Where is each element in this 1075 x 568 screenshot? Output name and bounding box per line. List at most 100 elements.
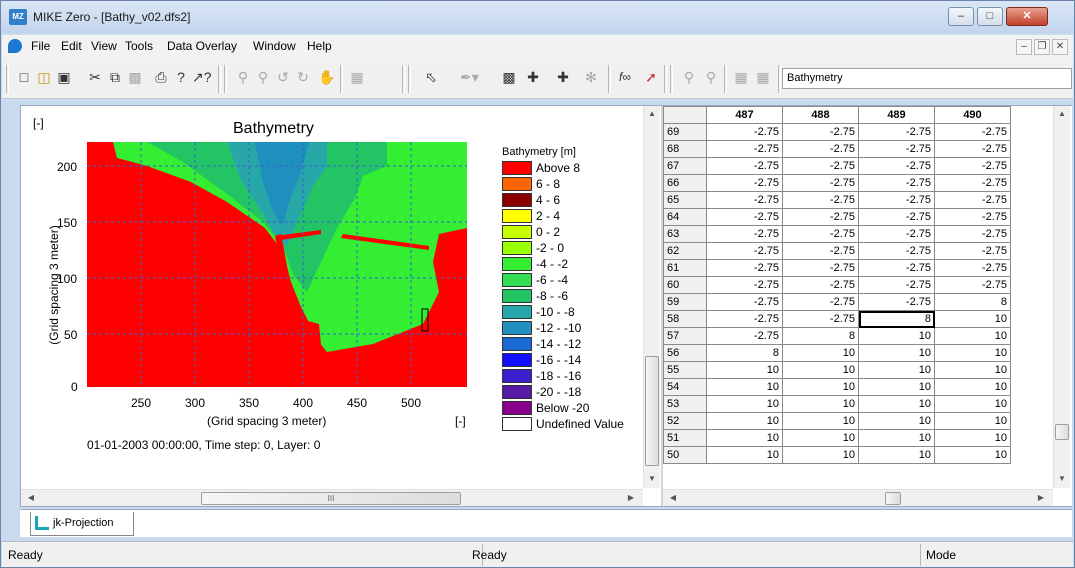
table-cell[interactable]: -2.75 xyxy=(934,140,1011,158)
scroll-thumb[interactable] xyxy=(645,356,659,466)
row-header[interactable]: 58 xyxy=(663,310,707,328)
table-cell[interactable]: 10 xyxy=(782,395,859,413)
table-cell[interactable]: -2.75 xyxy=(706,310,783,328)
minimize-button[interactable]: – xyxy=(948,7,974,26)
table-cell[interactable]: -2.75 xyxy=(706,157,783,175)
table-cell[interactable]: 10 xyxy=(782,344,859,362)
table-cell[interactable]: -2.75 xyxy=(934,157,1011,175)
table-cell[interactable]: -2.75 xyxy=(706,327,783,345)
table-cell[interactable]: -2.75 xyxy=(858,123,935,141)
table-cell[interactable]: -2.75 xyxy=(706,123,783,141)
table-cell[interactable]: 10 xyxy=(706,429,783,447)
cut-icon[interactable]: ✂ xyxy=(89,69,101,85)
toolbar-grip[interactable] xyxy=(408,65,411,93)
table-cell[interactable]: 10 xyxy=(706,412,783,430)
table-cell[interactable]: 10 xyxy=(858,412,935,430)
overlay-edit-icon[interactable]: ▦ xyxy=(756,69,770,85)
selection-marker[interactable] xyxy=(421,308,429,332)
table-cell[interactable]: 10 xyxy=(934,429,1011,447)
table-cell[interactable]: -2.75 xyxy=(782,225,859,243)
column-header[interactable]: 488 xyxy=(782,106,859,124)
row-header[interactable]: 65 xyxy=(663,191,707,209)
table-cell[interactable]: 10 xyxy=(934,395,1011,413)
row-header[interactable]: 55 xyxy=(663,361,707,379)
tab-jk-projection[interactable]: jk-Projection xyxy=(30,512,134,536)
row-header[interactable]: 54 xyxy=(663,378,707,396)
table-cell[interactable]: -2.75 xyxy=(858,225,935,243)
scroll-up-arrow-icon[interactable]: ▲ xyxy=(1058,109,1066,118)
menu-window[interactable]: Window xyxy=(253,39,296,53)
row-header[interactable]: 64 xyxy=(663,208,707,226)
table-cell[interactable]: -2.75 xyxy=(858,293,935,311)
remove-point-icon[interactable]: ✚ xyxy=(557,69,569,85)
table-cell[interactable]: -2.75 xyxy=(706,225,783,243)
column-header[interactable]: 490 xyxy=(934,106,1011,124)
row-header[interactable]: 52 xyxy=(663,412,707,430)
row-header[interactable]: 51 xyxy=(663,429,707,447)
import-icon[interactable]: ⚲ xyxy=(683,69,695,85)
table-cell[interactable]: -2.75 xyxy=(706,242,783,260)
row-header[interactable]: 66 xyxy=(663,174,707,192)
table-cell[interactable]: 10 xyxy=(706,378,783,396)
table-cell[interactable]: 10 xyxy=(934,446,1011,464)
table-cell[interactable]: -2.75 xyxy=(858,208,935,226)
pointer-icon[interactable]: ⬁ xyxy=(425,69,437,85)
row-header[interactable]: 50 xyxy=(663,446,707,464)
toolbar-grip[interactable] xyxy=(670,65,673,93)
table-cell[interactable]: 8 xyxy=(858,310,935,328)
table-cell[interactable]: -2.75 xyxy=(858,191,935,209)
table-cell[interactable]: 10 xyxy=(934,361,1011,379)
table-cell[interactable]: -2.75 xyxy=(858,174,935,192)
table-cell[interactable]: -2.75 xyxy=(782,310,859,328)
table-cell[interactable]: -2.75 xyxy=(934,123,1011,141)
close-button[interactable]: ✕ xyxy=(1006,7,1048,26)
table-cell[interactable]: -2.75 xyxy=(858,242,935,260)
row-header[interactable]: 53 xyxy=(663,395,707,413)
column-header[interactable]: 487 xyxy=(706,106,783,124)
table-cell[interactable]: -2.75 xyxy=(706,293,783,311)
toolbar-grip[interactable] xyxy=(6,65,9,93)
scroll-right-arrow-icon[interactable]: ▶ xyxy=(1037,493,1045,502)
item-select[interactable]: Bathymetry xyxy=(782,68,1072,89)
table-cell[interactable]: 10 xyxy=(858,327,935,345)
table-cell[interactable]: -2.75 xyxy=(782,174,859,192)
menu-file[interactable]: File xyxy=(31,39,51,53)
table-cell[interactable]: 8 xyxy=(782,327,859,345)
open-icon[interactable]: ◫ xyxy=(37,69,51,85)
menu-help[interactable]: Help xyxy=(307,39,332,53)
zoom-in-icon[interactable]: ⚲ xyxy=(237,69,249,85)
help-icon[interactable]: ? xyxy=(177,69,185,85)
table-cell[interactable]: 10 xyxy=(858,446,935,464)
scroll-thumb[interactable] xyxy=(885,492,901,505)
row-header[interactable]: 59 xyxy=(663,293,707,311)
menu-data-overlay[interactable]: Data Overlay xyxy=(167,39,238,53)
table-cell[interactable]: -2.75 xyxy=(706,191,783,209)
table-cell[interactable]: 10 xyxy=(858,344,935,362)
plot-horizontal-scrollbar[interactable]: ◀ III ▶ xyxy=(21,489,643,506)
table-cell[interactable]: 10 xyxy=(934,412,1011,430)
row-header[interactable]: 57 xyxy=(663,327,707,345)
print-icon[interactable]: ⎙ xyxy=(155,69,167,85)
bathymetry-map[interactable] xyxy=(87,142,467,387)
row-header[interactable]: 56 xyxy=(663,344,707,362)
table-cell[interactable]: -2.75 xyxy=(858,140,935,158)
table-cell[interactable]: -2.75 xyxy=(782,276,859,294)
table-cell[interactable]: 10 xyxy=(706,361,783,379)
table-cell[interactable]: -2.75 xyxy=(782,242,859,260)
row-header[interactable]: 63 xyxy=(663,225,707,243)
table-cell[interactable]: -2.75 xyxy=(934,191,1011,209)
row-header[interactable]: 68 xyxy=(663,140,707,158)
mdi-minimize-button[interactable]: – xyxy=(1016,39,1032,55)
table-cell[interactable]: 10 xyxy=(706,446,783,464)
table-cell[interactable]: -2.75 xyxy=(782,293,859,311)
scroll-left-arrow-icon[interactable]: ◀ xyxy=(669,493,677,502)
prev-view-icon[interactable]: ↺ xyxy=(277,69,289,85)
save-icon[interactable]: ▣ xyxy=(57,69,71,85)
copy-icon[interactable]: ⧉ xyxy=(110,69,120,85)
table-cell[interactable]: 10 xyxy=(782,429,859,447)
table-cell[interactable]: 10 xyxy=(858,361,935,379)
mdi-close-button[interactable]: ✕ xyxy=(1052,39,1068,55)
data-table[interactable]: 487 488 489 490 69 -2.75 -2.75 -2.75 -2.75 68… xyxy=(663,106,1011,464)
scroll-down-arrow-icon[interactable]: ▼ xyxy=(648,474,656,483)
scroll-thumb[interactable]: III xyxy=(201,492,461,505)
